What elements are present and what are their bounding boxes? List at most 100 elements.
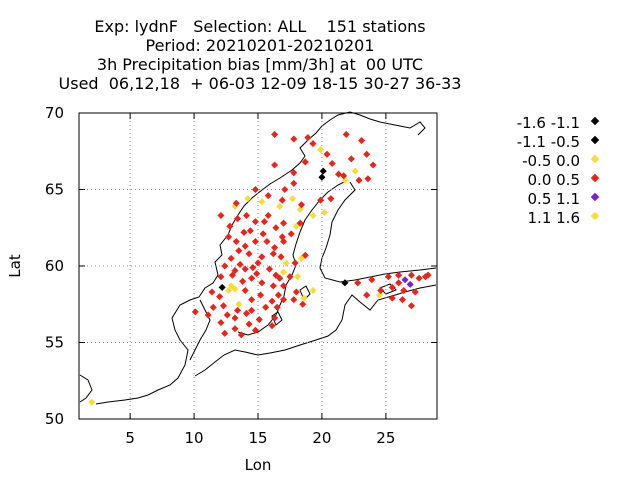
data-point (301, 158, 309, 166)
data-point (231, 314, 239, 322)
data-point (296, 219, 304, 227)
data-point (234, 306, 242, 314)
data-point (364, 175, 372, 183)
data-points (88, 130, 432, 406)
data-point (280, 296, 288, 304)
data-point (251, 218, 259, 226)
x-axis-label: Lon (245, 456, 272, 474)
data-point (280, 268, 288, 276)
title-line-4: Used 06,12,18 + 06-03 12-09 18-15 30-27 … (58, 74, 462, 93)
data-point (251, 237, 259, 246)
data-point (253, 270, 261, 278)
data-point (255, 316, 263, 324)
data-point (235, 247, 243, 255)
data-point (354, 279, 362, 287)
data-point (218, 283, 226, 291)
data-point (318, 173, 326, 181)
data-point (221, 329, 229, 337)
data-point (217, 211, 225, 220)
data-point (241, 242, 249, 250)
data-point (240, 228, 248, 236)
data-point (226, 222, 234, 230)
y-tick-label: 60 (45, 257, 64, 275)
data-point (327, 195, 335, 203)
data-point (320, 208, 329, 216)
data-point (277, 253, 285, 261)
data-point (411, 288, 419, 296)
data-point (231, 325, 239, 333)
data-point (351, 167, 359, 175)
data-point (231, 285, 239, 293)
data-point (340, 172, 348, 180)
data-point (231, 267, 239, 275)
data-point (355, 176, 363, 184)
data-point (271, 244, 279, 252)
legend-label: 1.1 1.6 (527, 209, 580, 227)
data-point (291, 259, 299, 267)
data-point (290, 169, 298, 177)
data-point (242, 309, 251, 317)
y-tick-label: 70 (45, 104, 64, 122)
data-point (191, 308, 199, 316)
data-point (407, 271, 415, 279)
data-point (259, 230, 267, 238)
data-point (236, 260, 244, 269)
data-point (290, 135, 298, 143)
data-point (271, 130, 279, 138)
title-line-2: Period: 20210201-20210201 (145, 36, 375, 55)
data-point (309, 286, 317, 295)
data-point (407, 302, 415, 310)
data-point (400, 286, 408, 295)
data-point (278, 196, 286, 204)
data-point (269, 250, 277, 258)
data-point (260, 218, 268, 226)
data-point (232, 237, 240, 246)
legend-entry: 0.5 1.1 (470, 190, 610, 209)
data-point (217, 319, 225, 327)
data-point (268, 297, 276, 305)
data-point (278, 233, 286, 241)
data-point (401, 276, 409, 284)
data-point (288, 195, 297, 203)
data-point (271, 161, 279, 169)
data-point (294, 273, 302, 281)
y-tick-label: 55 (45, 334, 64, 352)
y-tick-label: 65 (45, 181, 64, 199)
data-point (297, 201, 306, 209)
data-point (276, 274, 284, 282)
data-point (228, 271, 236, 279)
data-point (335, 170, 343, 178)
data-point (286, 273, 294, 281)
data-point (241, 265, 249, 273)
data-point (363, 150, 371, 158)
data-point (254, 259, 262, 267)
data-point (248, 296, 256, 304)
data-point (271, 314, 279, 322)
data-point (221, 262, 229, 270)
data-point (388, 283, 396, 291)
data-point (258, 253, 266, 261)
data-point (245, 320, 253, 328)
data-point (292, 288, 300, 296)
y-axis-label: Lat (6, 254, 24, 278)
data-point (264, 192, 272, 200)
data-point (219, 302, 228, 310)
data-point (241, 286, 249, 295)
legend-marker (590, 211, 600, 221)
legend-entry: -1.6 -1.1 (470, 114, 610, 133)
data-point (328, 159, 336, 168)
x-tick-label: 5 (125, 429, 135, 447)
data-point (249, 263, 257, 272)
data-point (265, 265, 274, 273)
data-point (424, 271, 432, 279)
data-point (395, 279, 403, 287)
data-point (299, 300, 307, 308)
data-point (272, 224, 280, 232)
legend-entry: 1.1 1.6 (470, 209, 610, 228)
data-point (263, 237, 271, 246)
title-line-3: 3h Precipitation bias [mm/3h] at 00 UTC (96, 55, 424, 74)
data-point (264, 211, 272, 220)
data-point (248, 274, 256, 282)
data-point (300, 294, 308, 302)
data-point (248, 306, 256, 314)
